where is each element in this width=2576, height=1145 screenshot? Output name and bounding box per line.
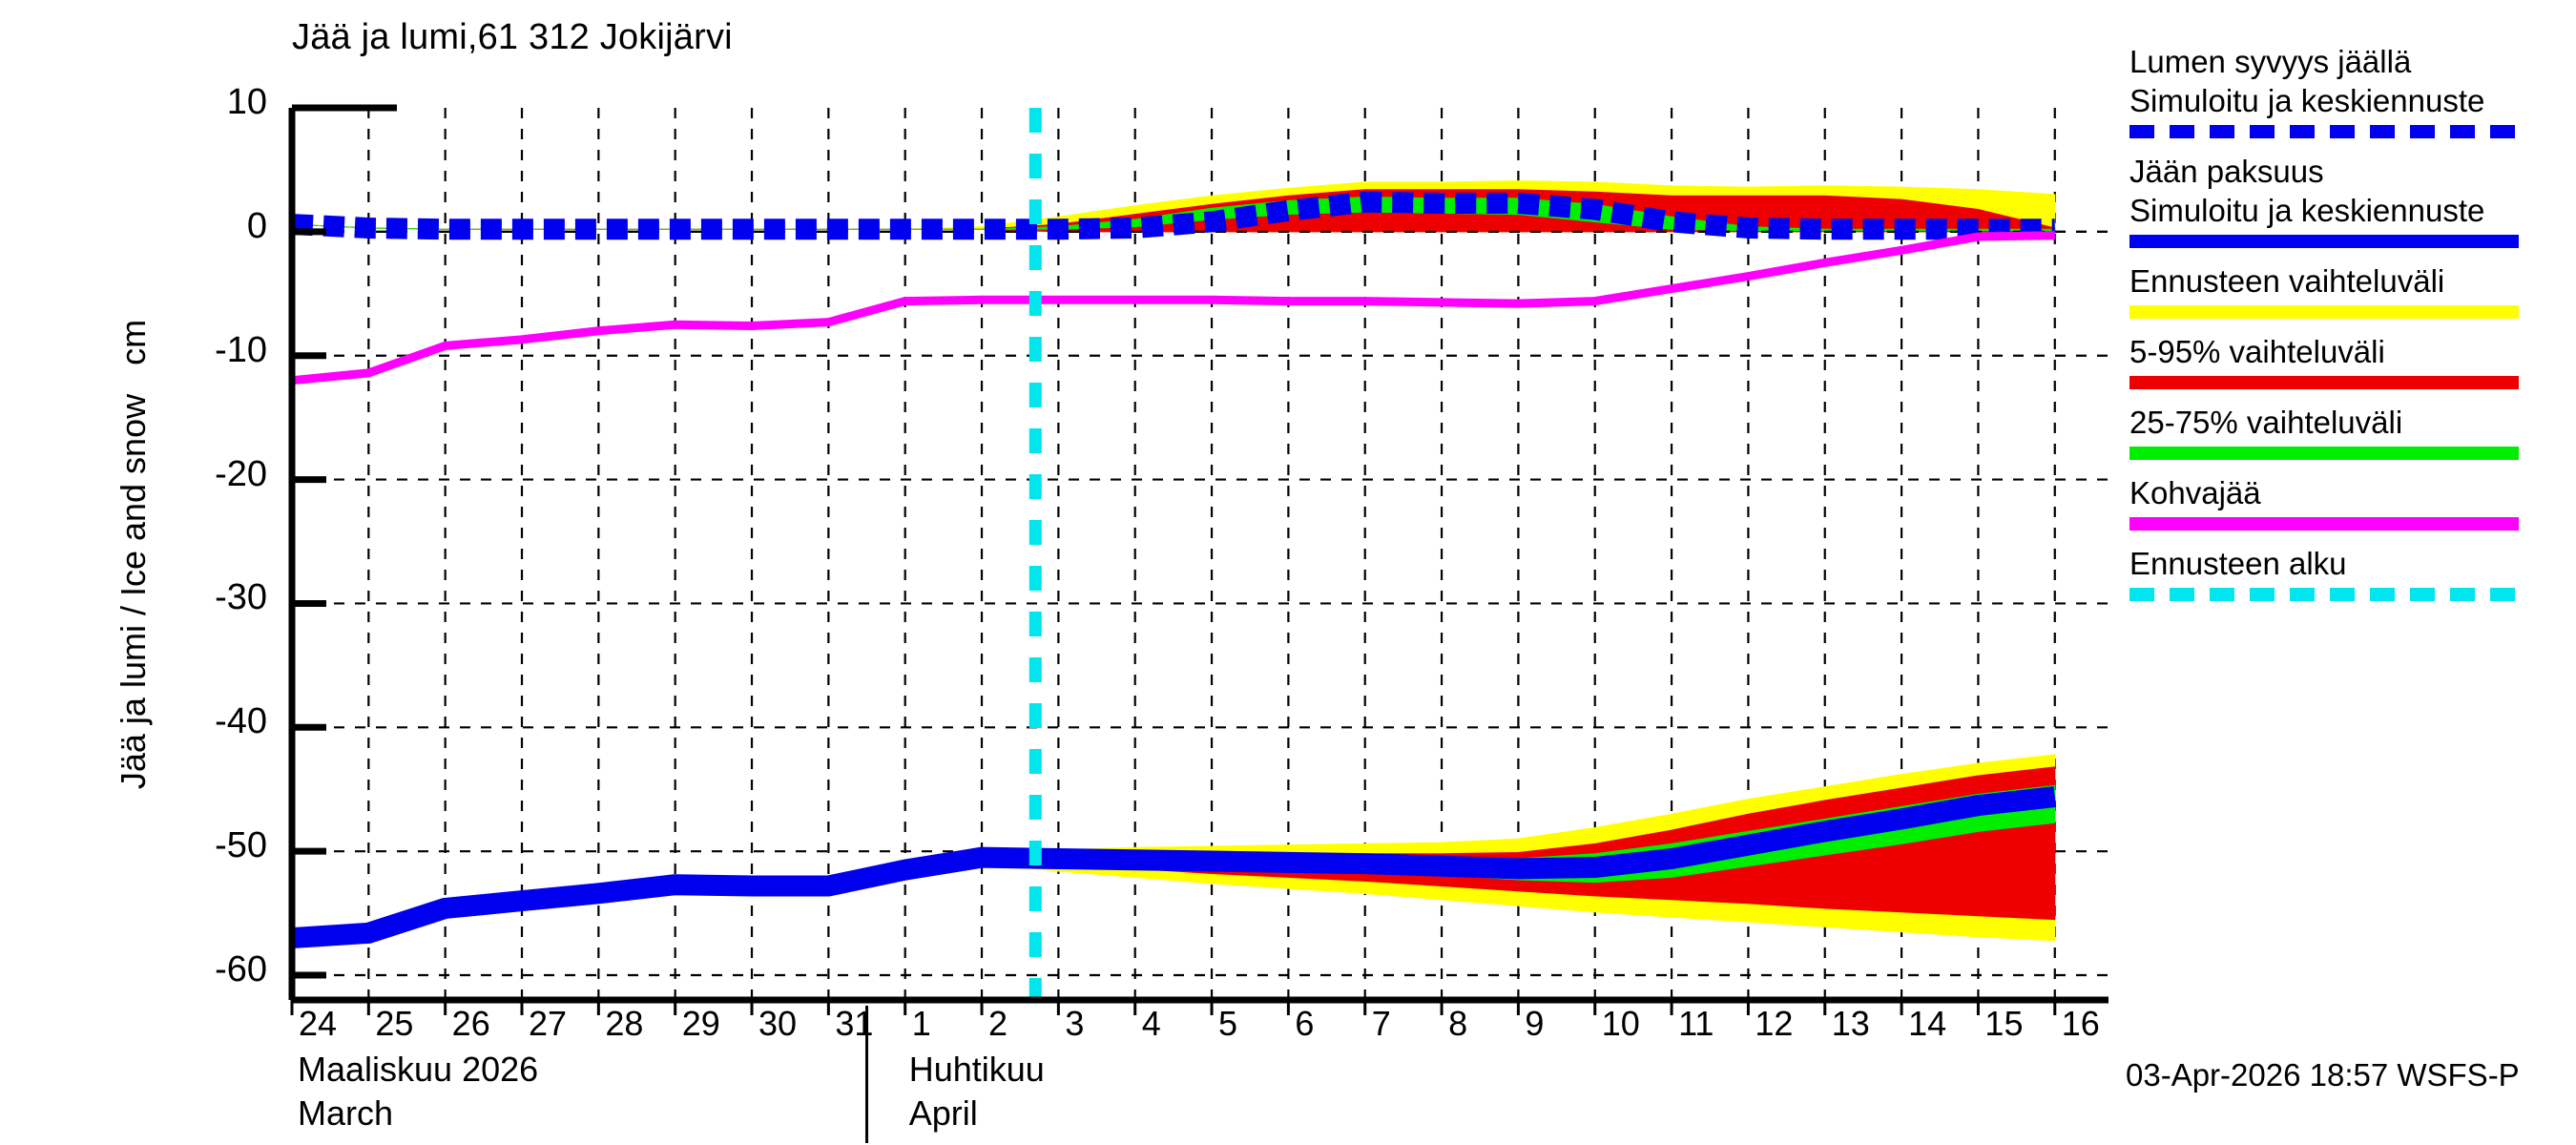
month-label-fi: Huhtikuu (908, 1050, 1045, 1089)
legend-swatch-slush-ice (2129, 517, 2519, 531)
y-tick-label: -10 (215, 329, 267, 370)
x-tick-label: 15 (1984, 1004, 2024, 1043)
x-tick-label: 24 (299, 1004, 338, 1043)
month-label-en: April (908, 1093, 978, 1133)
x-tick-label: 7 (1371, 1004, 1391, 1043)
legend-item-slush-ice[interactable]: Kohvajää (2129, 473, 2576, 531)
legend-item-range-5-95[interactable]: 5-95% vaihteluväli (2129, 332, 2576, 389)
legend-item-forecast-start[interactable]: Ennusteen alku (2129, 544, 2576, 601)
y-tick-label: -20 (215, 453, 267, 494)
legend-swatch-range-5-95 (2129, 376, 2519, 389)
y-tick-label: 0 (246, 205, 267, 246)
x-tick-label: 8 (1448, 1004, 1468, 1043)
legend-swatch-forecast-range (2129, 305, 2519, 319)
x-tick-label: 2 (988, 1004, 1008, 1043)
x-tick-label: 14 (1908, 1004, 1947, 1043)
month-label-en: March (298, 1093, 394, 1133)
x-tick-label: 6 (1295, 1004, 1315, 1043)
x-tick-label: 4 (1141, 1004, 1161, 1043)
month-label: Maaliskuu 2026 March (298, 1048, 538, 1135)
legend-item-ice-thickness[interactable]: Jään paksuus Simuloitu ja keskiennuste (2129, 152, 2576, 248)
x-tick-label: 5 (1218, 1004, 1238, 1043)
chart-title: Jää ja lumi,61 312 Jokijärvi (292, 17, 733, 57)
legend-item-snow-depth-on-ice[interactable]: Lumen syvyys jäällä Simuloitu ja keskienn… (2129, 42, 2576, 138)
x-tick-label: 11 (1678, 1004, 1714, 1043)
y-tick-label: -50 (215, 825, 267, 866)
y-tick-label: -60 (215, 949, 267, 990)
x-tick-label: 9 (1525, 1004, 1545, 1043)
month-label: Huhtikuu April (909, 1048, 1045, 1135)
x-tick-label: 16 (2061, 1004, 2100, 1043)
legend-label-primary: Kohvajää (2129, 475, 2261, 510)
legend-label-primary: 25-75% vaihteluväli (2129, 405, 2403, 440)
legend-swatch-ice-thickness (2129, 235, 2519, 248)
x-tick-label: 3 (1065, 1004, 1085, 1043)
x-tick-label: 12 (1755, 1004, 1794, 1043)
legend-label-primary: Jään paksuus (2129, 154, 2324, 189)
legend-label-primary: 5-95% vaihteluväli (2129, 334, 2385, 369)
y-tick-label: -30 (215, 577, 267, 618)
legend-label-primary: Ennusteen alku (2129, 546, 2347, 581)
x-tick-label: 13 (1831, 1004, 1870, 1043)
legend-swatch-range-25-75 (2129, 447, 2519, 460)
month-label-fi: Maaliskuu 2026 (298, 1050, 539, 1089)
slush-ice-line (291, 231, 2055, 385)
y-tick-label: -40 (215, 701, 267, 742)
legend-item-range-25-75[interactable]: 25-75% vaihteluväli (2129, 403, 2576, 460)
legend-swatch-snow-depth-on-ice (2129, 125, 2519, 138)
snow-depth-line (291, 191, 2055, 240)
x-tick-label: 29 (681, 1004, 720, 1043)
legend-item-forecast-range[interactable]: Ennusteen vaihteluväli (2129, 261, 2576, 319)
x-tick-label: 27 (529, 1004, 568, 1043)
legend-label-primary: Ennusteen vaihteluväli (2129, 263, 2445, 299)
x-tick-label: 25 (375, 1004, 414, 1043)
x-tick-label: 26 (451, 1004, 490, 1043)
x-tick-label: 1 (911, 1004, 931, 1043)
axis-spines (288, 104, 2109, 1143)
chart-legend: Lumen syvyys jäällä Simuloitu ja keskienn… (2129, 42, 2576, 614)
footer-timestamp: 03-Apr-2026 18:57 WSFS-P (2126, 1057, 2520, 1093)
x-tick-label: 30 (758, 1004, 798, 1043)
legend-label-secondary: Simuloitu ja keskiennuste (2129, 193, 2485, 228)
legend-swatch-forecast-start (2129, 588, 2519, 601)
legend-label-secondary: Simuloitu ja keskiennuste (2129, 83, 2485, 118)
x-tick-label: 28 (605, 1004, 644, 1043)
y-tick-label: 10 (226, 82, 267, 122)
x-tick-label: 10 (1601, 1004, 1640, 1043)
ice-thickness-line (291, 786, 2056, 949)
legend-label-primary: Lumen syvyys jäällä (2129, 44, 2412, 79)
